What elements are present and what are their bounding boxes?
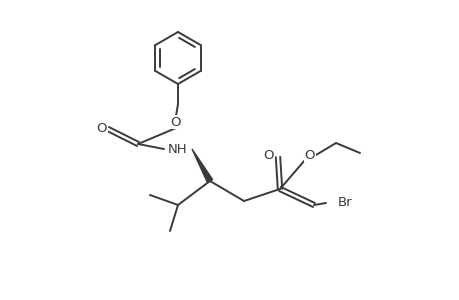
Text: O: O (263, 148, 274, 161)
Text: O: O (170, 116, 181, 128)
Text: O: O (96, 122, 107, 134)
Polygon shape (191, 149, 212, 182)
Text: Br: Br (337, 196, 352, 208)
Text: O: O (304, 148, 314, 161)
Text: NH: NH (168, 142, 187, 155)
